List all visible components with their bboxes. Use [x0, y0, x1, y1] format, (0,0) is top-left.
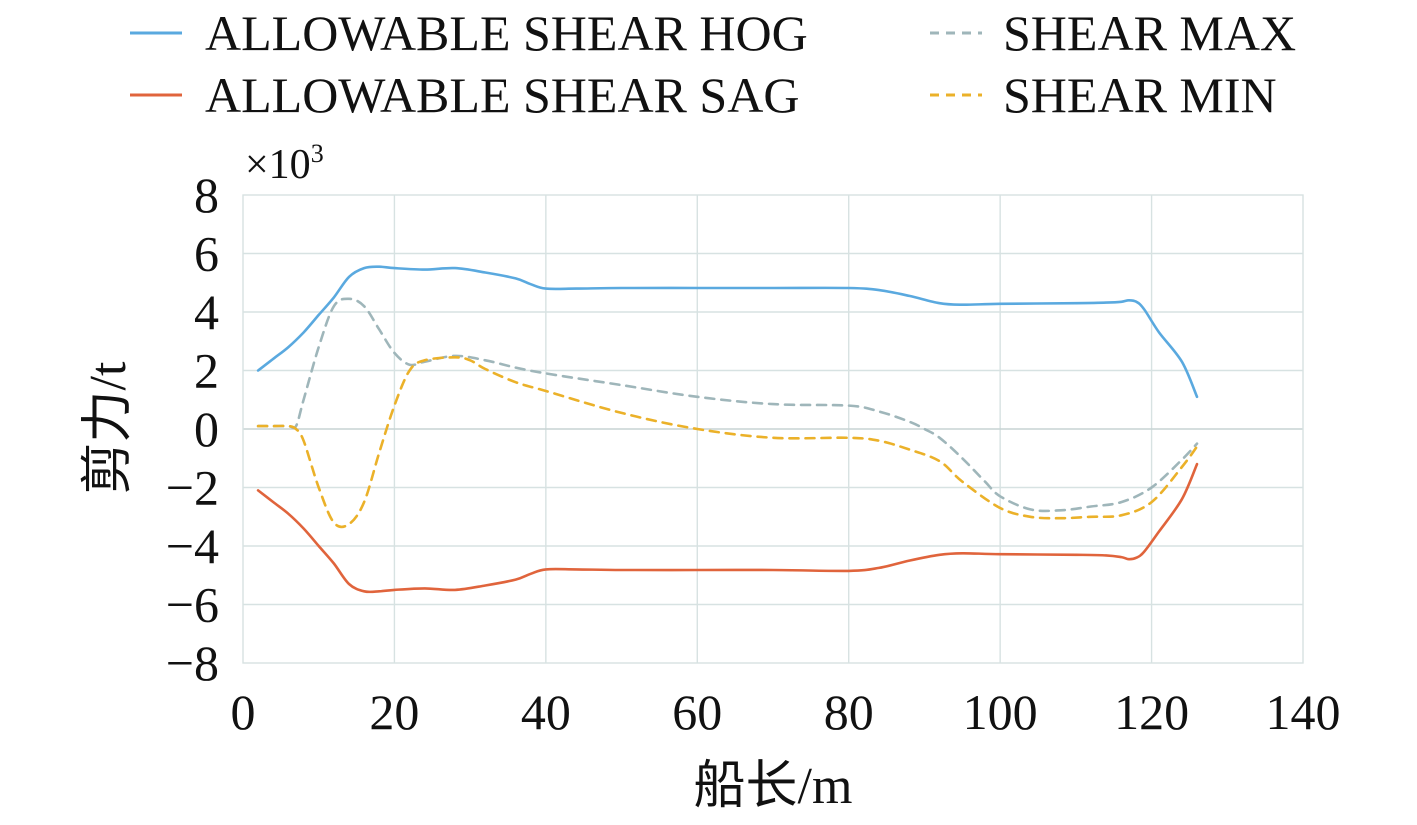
legend-item-max[interactable]: SHEAR MAX	[930, 5, 1296, 61]
y-tick-label: 8	[194, 167, 219, 223]
y-tick-label: −8	[166, 635, 219, 691]
legend-label-max: SHEAR MAX	[1003, 5, 1296, 61]
y-scale-base: ×10	[245, 142, 311, 188]
x-tick-label: 0	[231, 684, 256, 740]
legend-item-hog[interactable]: ALLOWABLE SHEAR HOG	[130, 5, 808, 61]
y-tick-label: −6	[166, 577, 219, 633]
series-layer	[256, 265, 1199, 594]
x-axis-label: 船长/m	[694, 758, 853, 815]
x-tick-label: 120	[1114, 684, 1189, 740]
legend-item-min[interactable]: SHEAR MIN	[930, 67, 1277, 123]
legend-label-sag: ALLOWABLE SHEAR SAG	[205, 67, 799, 123]
legend-item-sag[interactable]: ALLOWABLE SHEAR SAG	[130, 67, 799, 123]
x-tick-label: 20	[369, 684, 419, 740]
legend-label-min: SHEAR MIN	[1003, 67, 1277, 123]
x-tick-label: 140	[1266, 684, 1341, 740]
x-tick-label: 80	[824, 684, 874, 740]
y-tick-label: −4	[166, 518, 219, 574]
x-tick-label: 60	[672, 684, 722, 740]
y-tick-label: 0	[194, 401, 219, 457]
legend: ALLOWABLE SHEAR HOG ALLOWABLE SHEAR SAG …	[130, 5, 1296, 123]
series-shear-max	[256, 297, 1199, 513]
series-allowable-shear-hog	[256, 265, 1199, 399]
y-tick-label: 6	[194, 226, 219, 282]
y-scale-multiplier: ×103	[245, 139, 324, 188]
grid	[242, 194, 1304, 664]
plot-frame	[242, 194, 1304, 664]
y-tick-label: 4	[194, 284, 219, 340]
legend-label-hog: ALLOWABLE SHEAR HOG	[205, 5, 808, 61]
y-scale-exponent: 3	[311, 139, 324, 168]
y-axis-label: 剪力/t	[80, 361, 137, 494]
y-tick-label: −2	[166, 460, 219, 516]
x-tick-label: 40	[521, 684, 571, 740]
series-allowable-shear-sag	[256, 462, 1199, 594]
y-tick-label: 2	[194, 343, 219, 399]
series-shear-min	[256, 356, 1199, 529]
x-tick-label: 100	[963, 684, 1038, 740]
